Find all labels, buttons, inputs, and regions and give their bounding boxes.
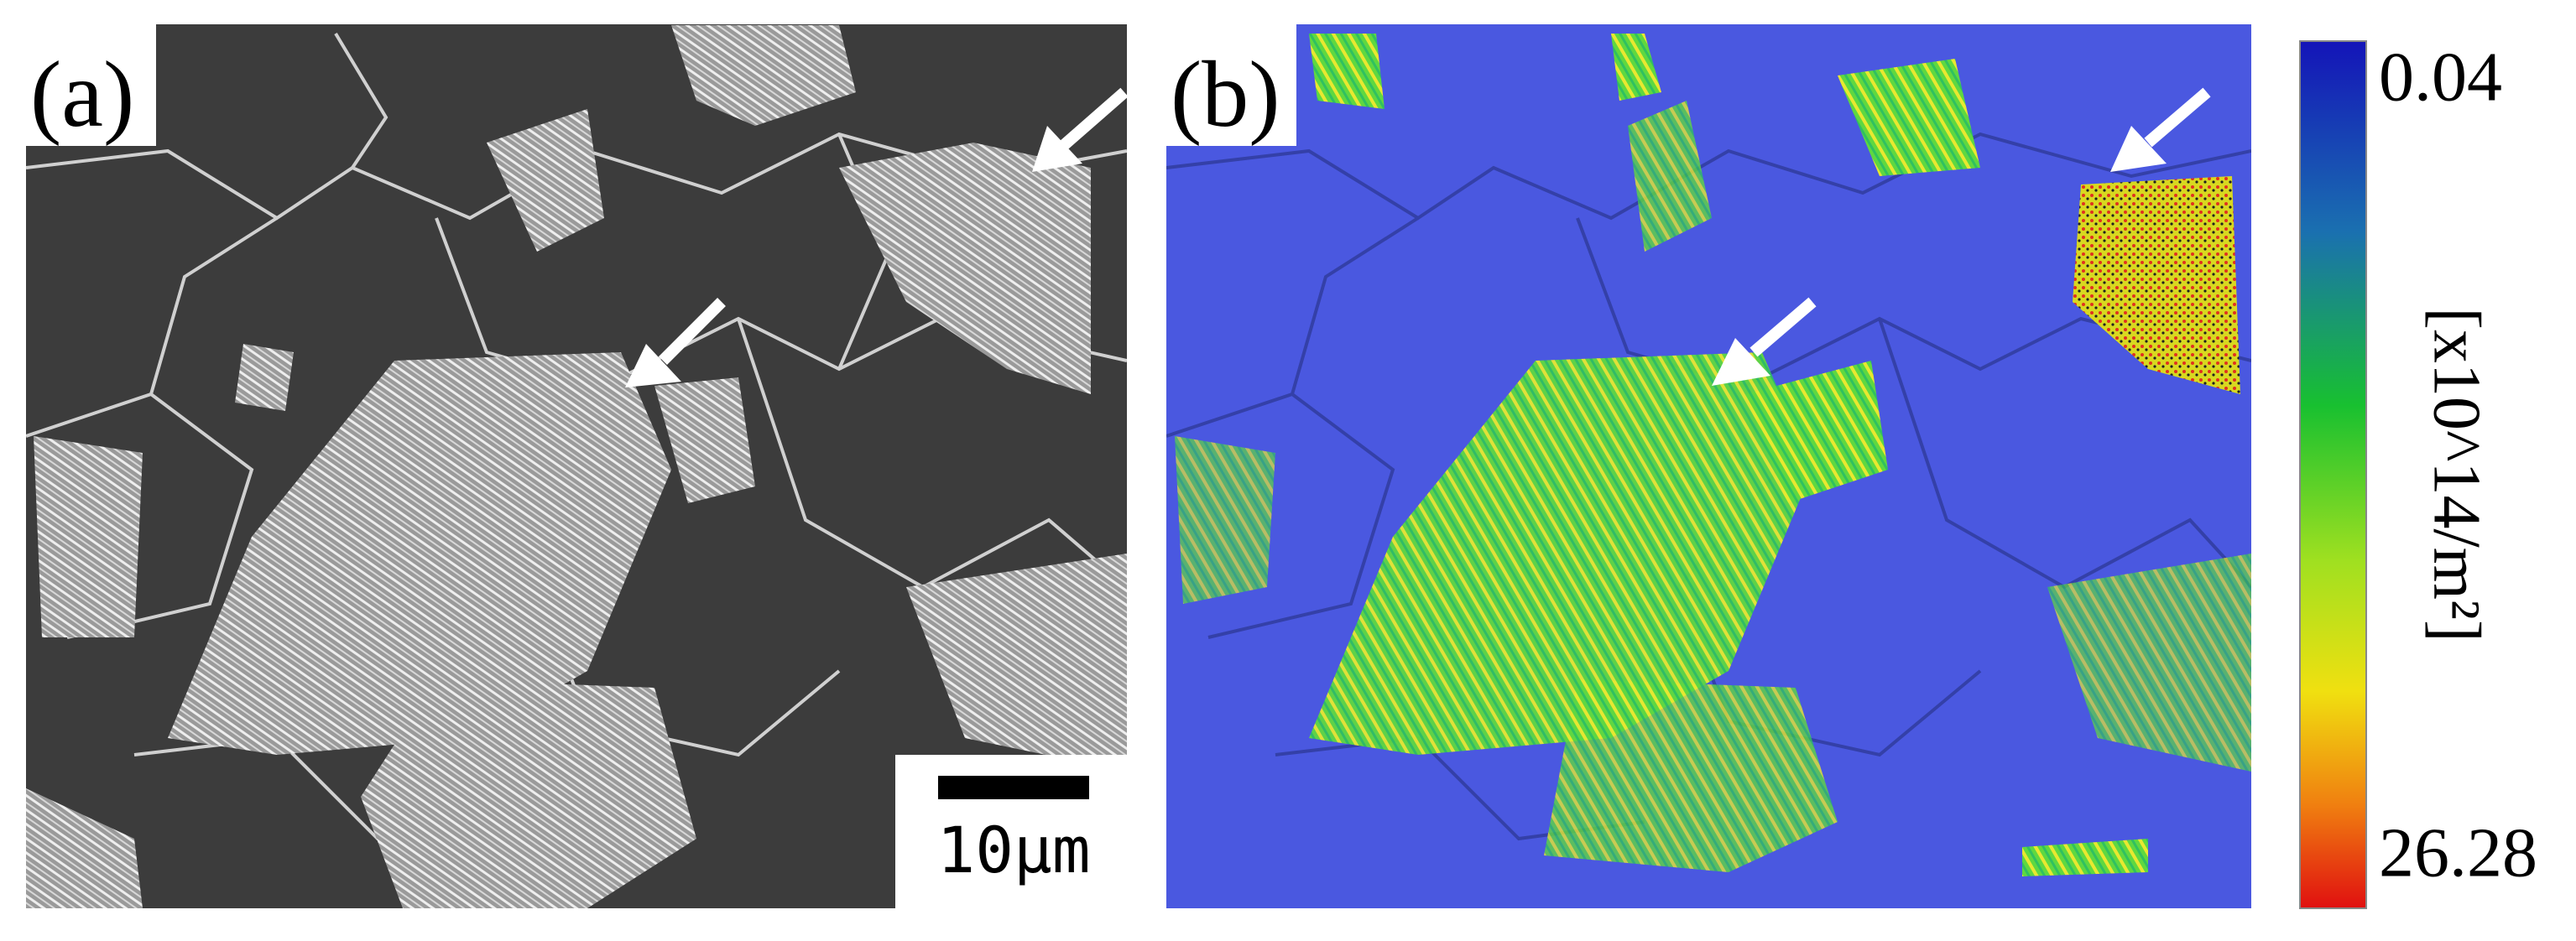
panel-label: (a)	[30, 43, 134, 147]
colorbar-min: 0.04	[2379, 38, 2502, 116]
label-box	[26, 24, 156, 146]
arrows	[625, 87, 1127, 387]
colorbar	[2299, 40, 2367, 909]
label-box	[1166, 24, 1296, 146]
colorbar-max: 26.28	[2379, 814, 2537, 892]
micrograph-b	[1166, 24, 2251, 908]
scale-bar	[938, 776, 1089, 799]
scale-bar-label: 10μm	[936, 813, 1090, 887]
panel-label: (b)	[1171, 43, 1280, 147]
micrograph-a: 10μm	[26, 24, 1127, 908]
arrows	[1712, 87, 2211, 386]
colorbar-label: [x10^14/m²]	[2420, 307, 2494, 642]
